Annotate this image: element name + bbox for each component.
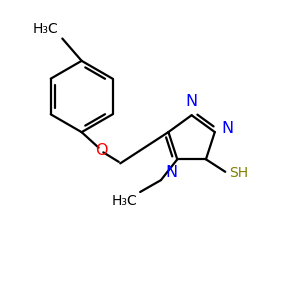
Text: H₃C: H₃C — [33, 22, 59, 36]
Text: N: N — [166, 165, 178, 180]
Text: N: N — [185, 94, 198, 109]
Text: H₃C: H₃C — [111, 194, 137, 208]
Text: O: O — [95, 142, 107, 158]
Text: SH: SH — [229, 166, 248, 180]
Text: N: N — [221, 121, 233, 136]
